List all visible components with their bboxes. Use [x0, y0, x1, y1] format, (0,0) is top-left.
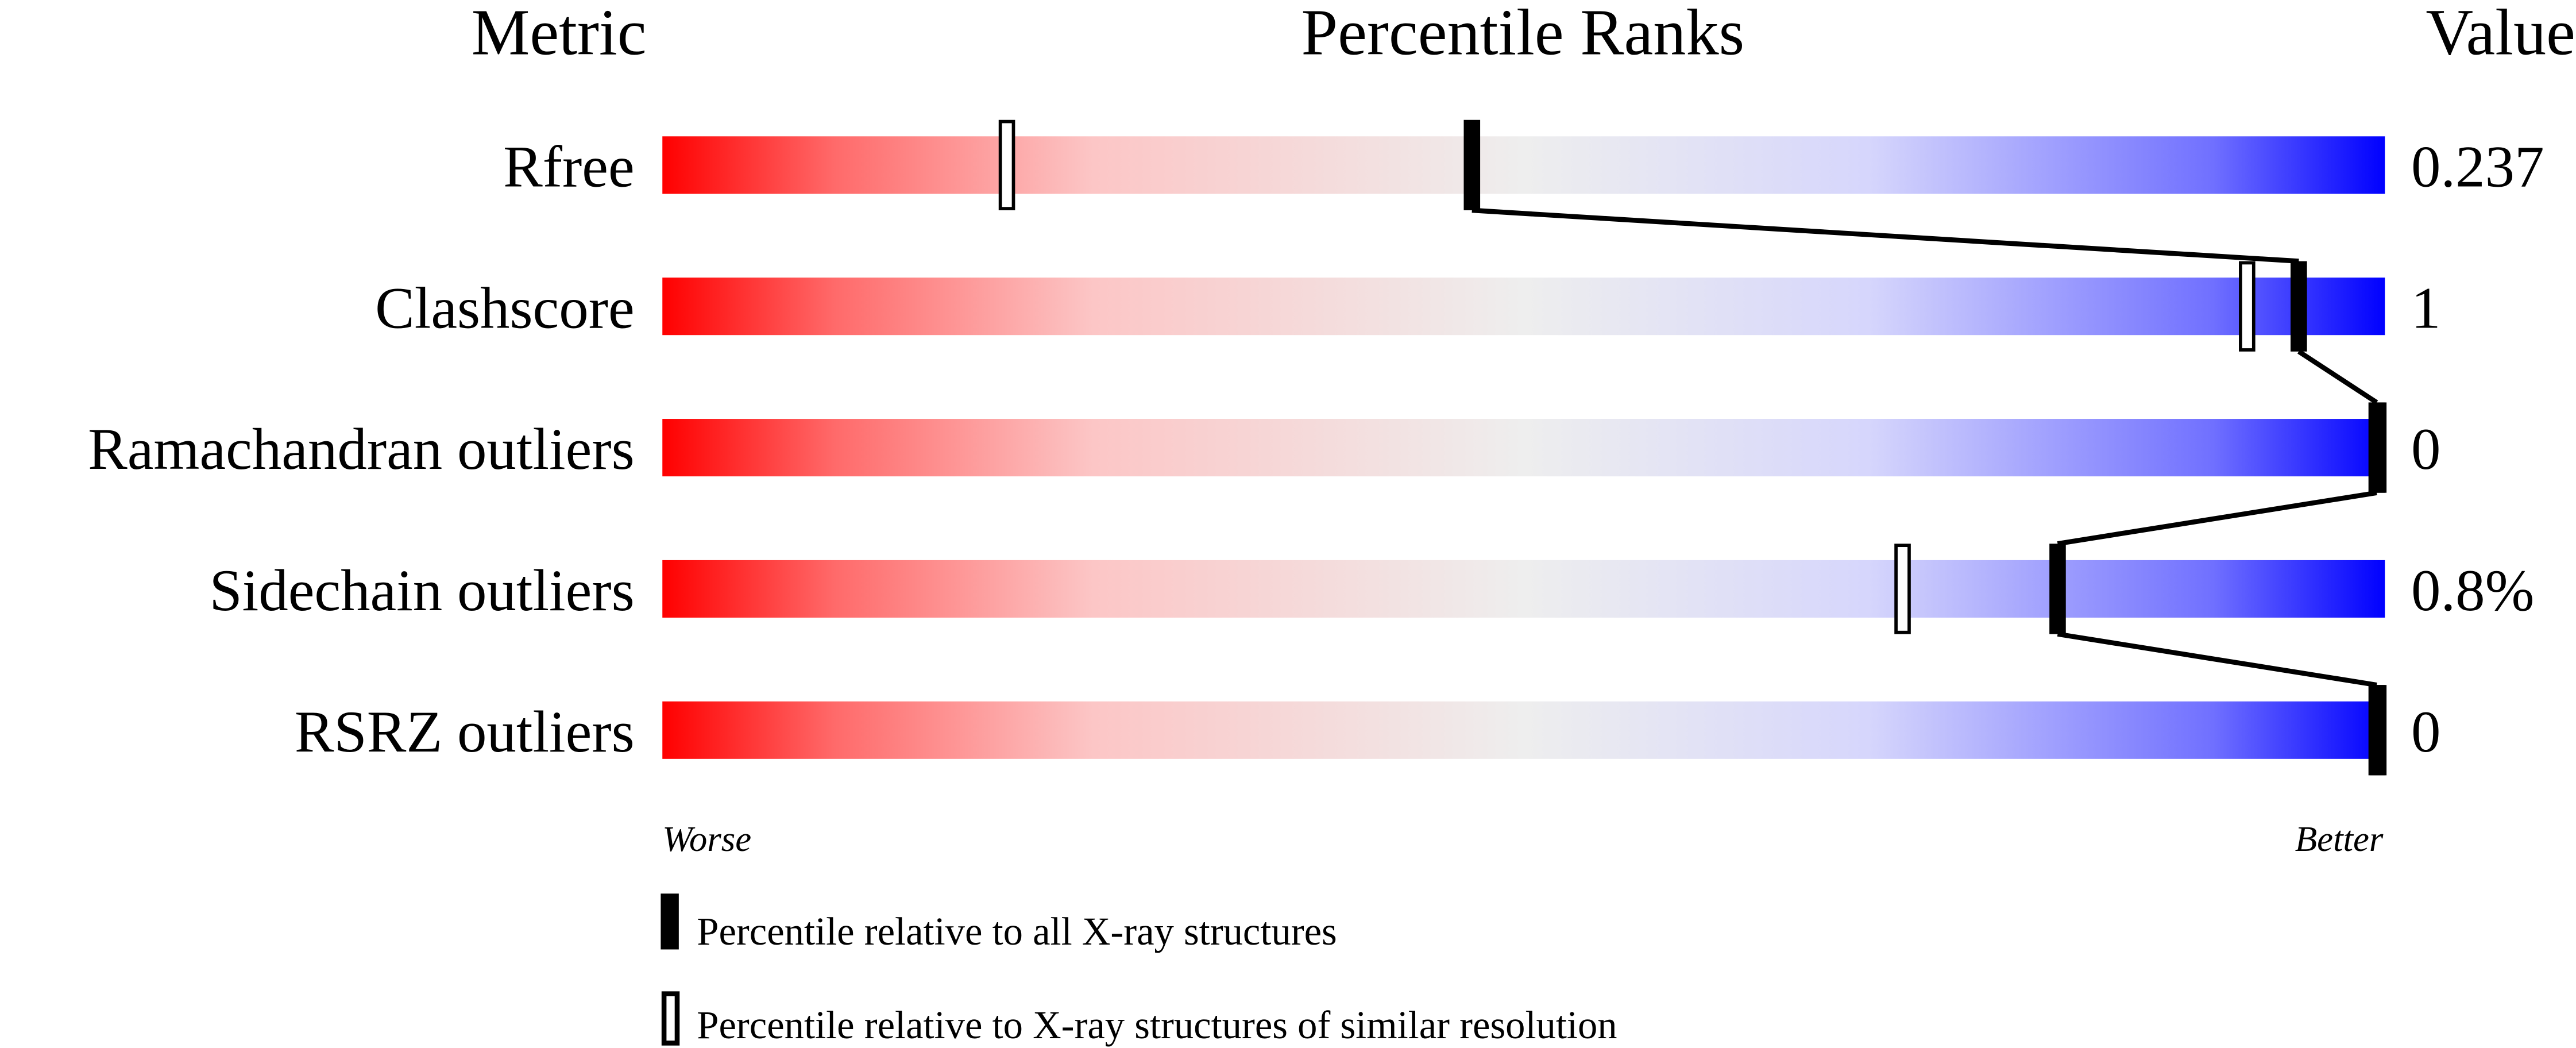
percentile-bar	[662, 136, 2385, 194]
header-value: Value	[2426, 0, 2575, 68]
percentile-bar	[662, 419, 2385, 477]
metric-label: RSRZ outliers	[295, 699, 635, 765]
all-structures-marker	[2291, 261, 2307, 352]
similar-resolution-marker	[1894, 544, 1911, 634]
header-metric: Metric	[472, 0, 647, 68]
percentile-bar	[662, 560, 2385, 618]
connector-line	[2057, 490, 2377, 546]
metric-label: Ramachandran outliers	[88, 417, 635, 482]
worse-label: Worse	[662, 819, 751, 859]
metric-value: 0.8%	[2411, 558, 2534, 623]
all-structures-marker	[2368, 402, 2385, 493]
all-structures-marker	[2049, 544, 2066, 634]
header-percentile-ranks: Percentile Ranks	[1301, 0, 1745, 68]
percentile-bar	[662, 278, 2385, 336]
metric-value: 1	[2411, 275, 2440, 341]
metric-value: 0	[2411, 417, 2440, 482]
similar-resolution-marker	[2239, 261, 2256, 352]
better-label: Better	[2295, 819, 2384, 859]
all-structures-marker	[1463, 120, 1481, 210]
legend-similar-marker	[661, 991, 680, 1046]
legend-all-label: Percentile relative to all X-ray structu…	[697, 910, 1337, 953]
metric-label: Clashscore	[375, 275, 635, 341]
metric-value: 0	[2411, 699, 2440, 765]
metric-label: Rfree	[503, 134, 635, 199]
connector-line	[2057, 631, 2377, 688]
similar-resolution-marker	[998, 120, 1015, 210]
connector-line	[1472, 207, 2299, 264]
legend-similar-label: Percentile relative to X-ray structures …	[697, 1003, 1617, 1047]
metric-value: 0.237	[2411, 134, 2544, 199]
percentile-bar	[662, 701, 2385, 759]
all-structures-marker	[2368, 685, 2385, 776]
metric-label: Sidechain outliers	[209, 558, 634, 623]
connector-line	[2297, 349, 2378, 405]
legend-all-marker	[661, 893, 679, 950]
